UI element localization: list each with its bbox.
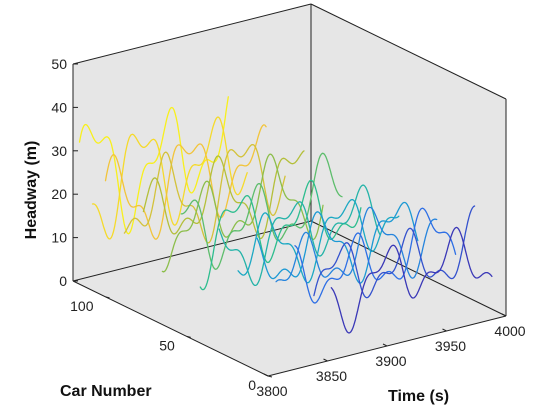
y-axis-ticks: 0 50 100: [70, 296, 273, 393]
y-tick-label-100: 100: [70, 298, 94, 314]
series-line-car-108: [91, 116, 248, 240]
y-tick-label-50: 50: [159, 337, 175, 353]
floor-pane: [73, 221, 506, 376]
x-tick-mark-3950: [442, 328, 447, 332]
z-tick-label-20: 20: [51, 186, 67, 202]
series-line-car-44: [237, 198, 400, 284]
z-tick-label-40: 40: [51, 99, 67, 115]
x-tick-label-3950: 3950: [435, 338, 466, 354]
z-tick-label-50: 50: [51, 56, 67, 72]
y-tick-label-0: 0: [248, 377, 256, 393]
series-line-car-76: [161, 153, 324, 273]
x-tick-label-4000: 4000: [494, 323, 525, 339]
x-axis-label: Time (s): [388, 388, 449, 405]
series-line-car-60: [199, 179, 362, 291]
pane-edge-floor-back-right: [310, 220, 507, 317]
x-tick-label-3850: 3850: [316, 368, 347, 384]
series-line-car-36: [256, 201, 419, 284]
series-line-car-12: [313, 205, 476, 299]
z-tick-label-30: 30: [51, 143, 67, 159]
series-line-car-100: [104, 124, 267, 240]
series-line-car-28: [275, 206, 438, 283]
x-tick-mark-3850: [323, 358, 328, 362]
series-line-car-5: [330, 226, 493, 334]
series-group: [78, 96, 493, 334]
y-tick-mark-100: [105, 296, 110, 299]
z-tick-label-10: 10: [51, 230, 67, 246]
series-line-car-52: [218, 184, 381, 287]
x-tick-mark-3800: [263, 373, 269, 377]
x-tick-label-3800: 3800: [256, 383, 287, 399]
y-tick-mark-50: [186, 335, 191, 338]
series-line-car-116: [78, 96, 229, 235]
z-axis-label: Headway (m): [23, 141, 40, 240]
y-axis-label: Car Number: [60, 383, 152, 400]
x-tick-mark-3900: [382, 343, 388, 347]
x-axis-ticks: 3800 3850 3900 3950 4000: [256, 313, 526, 399]
series-line-car-92: [123, 143, 286, 244]
x-tick-mark-4000: [501, 313, 507, 317]
series-line-car-20: [294, 207, 457, 304]
z-tick-label-0: 0: [59, 273, 67, 289]
y-tick-mark-0: [267, 375, 273, 378]
series-line-car-68: [180, 152, 343, 270]
pane-edge-top-left: [72, 3, 312, 65]
back-wall-left: [73, 4, 311, 281]
pane-edge-top-right: [310, 3, 507, 100]
x-tick-label-3900: 3900: [375, 353, 406, 369]
z-axis-ticks: 0 10 20 30 40 50: [51, 56, 78, 289]
